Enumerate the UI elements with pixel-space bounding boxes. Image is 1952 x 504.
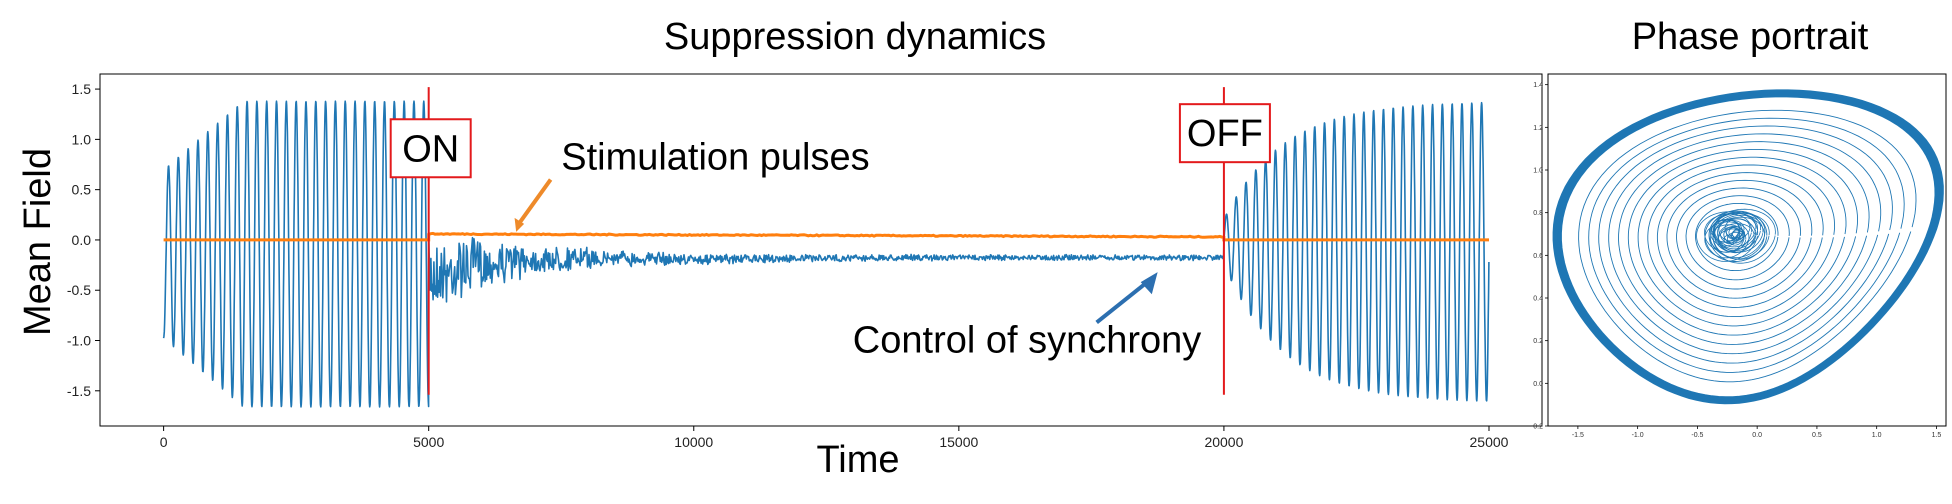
y-axis-label: Mean Field bbox=[17, 148, 59, 336]
main-chart-title: Suppression dynamics bbox=[663, 16, 1047, 58]
phase-x-tick-label: 1.0 bbox=[1872, 432, 1882, 439]
phase-y-tick-label: 0.6 bbox=[1533, 253, 1543, 260]
phase-trajectory bbox=[1685, 195, 1790, 281]
x-tick-label: 15000 bbox=[939, 434, 978, 450]
y-tick-label: -1.0 bbox=[67, 333, 91, 349]
x-tick-label: 0 bbox=[160, 434, 168, 450]
phase-plot-frame bbox=[1547, 73, 1947, 427]
x-tick-label: 25000 bbox=[1470, 434, 1509, 450]
control-arrow-head bbox=[1140, 272, 1158, 295]
phase-chart-title: Phase portrait bbox=[1631, 16, 1869, 58]
phase-focus-trajectory bbox=[1728, 226, 1743, 239]
phase-trajectory bbox=[1627, 148, 1858, 336]
phase-trajectory bbox=[1666, 179, 1813, 299]
phase-trajectory bbox=[1695, 202, 1779, 272]
phase-trajectory bbox=[1637, 156, 1847, 327]
on-marker-box bbox=[389, 118, 472, 179]
phase-y-tick-label: -0.2 bbox=[1531, 424, 1543, 431]
stimulation-arrow-line bbox=[517, 178, 553, 226]
phase-focus-trajectory bbox=[1727, 232, 1744, 246]
main-plot-frame bbox=[99, 73, 1543, 427]
phase-y-tick-label: 0.0 bbox=[1533, 381, 1543, 388]
main-plot: 0 5000 10000 15000 20000 25000 1.5 1.0 0.5 0.0 -0… bbox=[17, 73, 1543, 481]
phase-trajectory bbox=[1588, 117, 1905, 373]
phase-series-group bbox=[1552, 89, 1944, 405]
on-marker-label: ON bbox=[402, 128, 459, 170]
phase-focus-trajectory bbox=[1704, 213, 1752, 253]
phase-focus-trajectory bbox=[1711, 219, 1741, 243]
phase-x-tick-label: 0.0 bbox=[1752, 432, 1762, 439]
phase-x-tick-label: -1.0 bbox=[1632, 432, 1644, 439]
phase-focus-trajectory bbox=[1732, 228, 1745, 240]
phase-trajectory bbox=[1676, 187, 1801, 290]
phase-focus-trajectory bbox=[1717, 214, 1764, 253]
y-tick-label: -1.5 bbox=[67, 383, 91, 399]
x-axis-label: Time bbox=[816, 439, 899, 481]
phase-y-tick-label: 1.4 bbox=[1533, 82, 1543, 89]
phase-trajectory bbox=[1618, 141, 1870, 345]
off-marker-box bbox=[1178, 103, 1271, 164]
control-of-synchrony-label: Control of synchrony bbox=[853, 320, 1202, 362]
phase-x-axis: -1.5 -1.0 -0.5 0.0 0.5 1.0 1.5 bbox=[1572, 426, 1942, 439]
phase-trajectory bbox=[1656, 172, 1824, 308]
phase-trajectory bbox=[1647, 164, 1836, 318]
phase-x-tick-label: -0.5 bbox=[1691, 432, 1703, 439]
phase-y-tick-label: 0.4 bbox=[1533, 296, 1543, 303]
phase-y-tick-label: 0.2 bbox=[1533, 338, 1543, 345]
control-arrow-line bbox=[1095, 278, 1151, 324]
y-tick-label: 1.5 bbox=[72, 81, 92, 97]
phase-focus-trajectory bbox=[1718, 220, 1745, 242]
y-tick-label: 0.0 bbox=[72, 232, 92, 248]
off-marker-label: OFF bbox=[1187, 113, 1263, 155]
phase-y-tick-label: 0.8 bbox=[1533, 210, 1543, 217]
y-tick-label: 1.0 bbox=[72, 131, 92, 147]
x-tick-label: 20000 bbox=[1204, 434, 1243, 450]
stimulation-arrow-head bbox=[514, 217, 525, 232]
main-x-axis: 0 5000 10000 15000 20000 25000 bbox=[160, 426, 1509, 450]
stimulation-series-line bbox=[163, 231, 1489, 242]
phase-focus-trajectory bbox=[1718, 223, 1755, 254]
main-series-group bbox=[162, 87, 1490, 408]
phase-trajectory bbox=[1608, 133, 1882, 355]
phase-focus-trajectory bbox=[1712, 216, 1765, 260]
phase-x-tick-label: -1.5 bbox=[1572, 432, 1584, 439]
main-y-axis: 1.5 1.0 0.5 0.0 -0.5 -1.0 -1.5 bbox=[67, 81, 100, 399]
x-tick-label: 5000 bbox=[413, 434, 444, 450]
phase-limit-cycle bbox=[1552, 89, 1944, 405]
phase-trajectory bbox=[1598, 125, 1893, 364]
main-annotations: ON OFF Stimulation pulses Control of synchr… bbox=[389, 103, 1271, 362]
phase-x-tick-label: 1.5 bbox=[1932, 432, 1942, 439]
phase-y-axis: 1.4 1.2 1.0 0.8 0.6 0.4 0.2 0.0 -0.2 bbox=[1531, 82, 1548, 431]
phase-focus-trajectory bbox=[1708, 211, 1766, 259]
phase-trajectory bbox=[1578, 109, 1917, 383]
x-tick-label: 10000 bbox=[674, 434, 713, 450]
y-tick-label: 0.5 bbox=[72, 182, 92, 198]
phase-focus-trajectory bbox=[1720, 226, 1741, 244]
phase-y-tick-label: 1.2 bbox=[1533, 125, 1543, 132]
phase-plot: -1.5 -1.0 -0.5 0.0 0.5 1.0 1.5 1.4 1.2 1.0 0.8 0.6… bbox=[1531, 73, 1947, 439]
y-tick-label: -0.5 bbox=[67, 282, 91, 298]
stimulation-pulses-label: Stimulation pulses bbox=[561, 137, 869, 179]
mean-field-series-line bbox=[162, 100, 1490, 408]
phase-y-tick-label: 1.0 bbox=[1533, 168, 1543, 175]
phase-focus-trajectory bbox=[1730, 230, 1744, 241]
phase-x-tick-label: 0.5 bbox=[1812, 432, 1822, 439]
